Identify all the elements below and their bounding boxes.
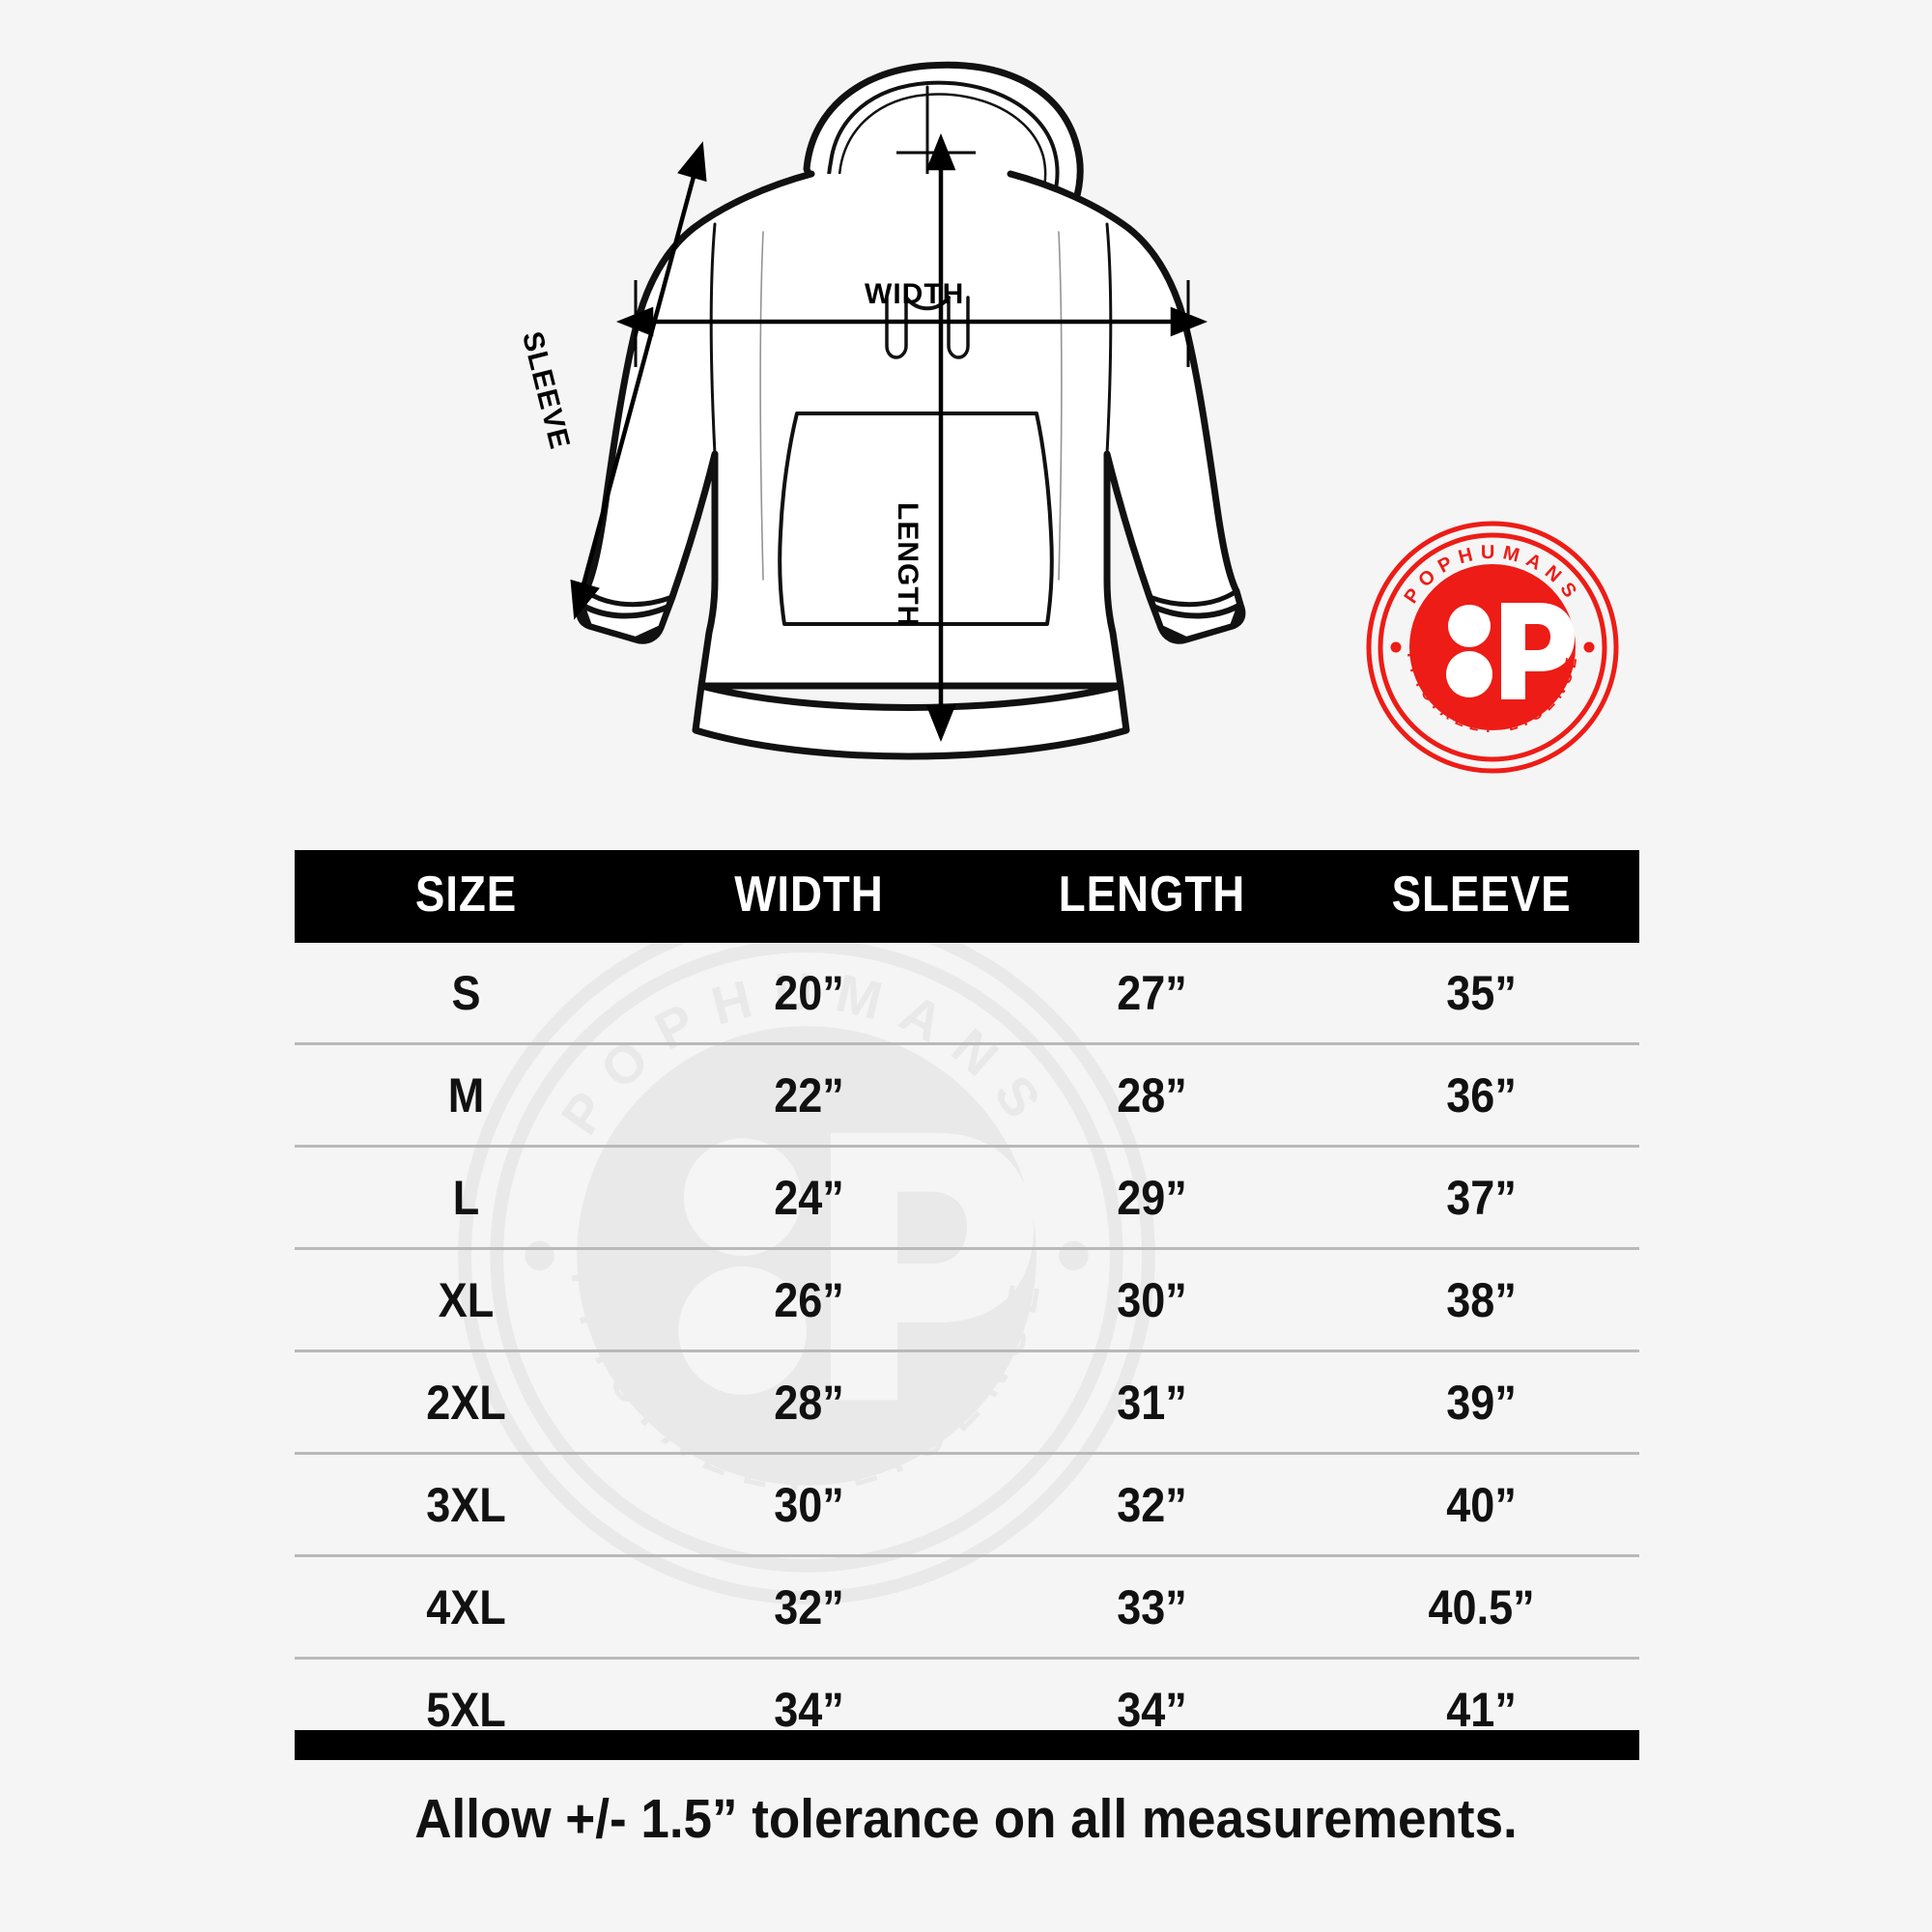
- width-measurement-label: WIDTH: [865, 278, 965, 310]
- column-header-length: LENGTH: [1058, 867, 1246, 923]
- cell-sleeve: 40.5”: [1339, 1554, 1624, 1659]
- column-header-sleeve: SLEEVE: [1391, 867, 1572, 923]
- length-measurement-label: LENGTH: [892, 502, 923, 628]
- hoodie-sketch-svg: [570, 61, 1246, 760]
- table-body: S 20” 27” 35” M 22” 28” 36” L 24” 29” 37…: [295, 943, 1639, 1759]
- table-row: 2XL 28” 31” 39”: [295, 1350, 1639, 1454]
- table-row: 3XL 30” 32” 40”: [295, 1452, 1639, 1556]
- cell-width: 32”: [654, 1554, 964, 1659]
- cell-sleeve: 39”: [1339, 1350, 1624, 1454]
- pophumans-logo-badge: POPHUMANS OFFICIALLY LICENSED: [1365, 520, 1620, 775]
- column-header-width: WIDTH: [734, 867, 884, 923]
- cell-width: 28”: [654, 1350, 964, 1454]
- cell-length: 27”: [1117, 965, 1187, 1020]
- table-row: M 22” 28” 36”: [295, 1042, 1639, 1147]
- hoodie-illustration: WIDTH LENGTH SLEEVE: [516, 39, 1314, 802]
- cell-width: 22”: [654, 1042, 964, 1147]
- cell-length: 30”: [997, 1247, 1307, 1351]
- cell-sleeve: 38”: [1339, 1247, 1624, 1351]
- table-head: SIZE WIDTH LENGTH SLEEVE: [295, 850, 1639, 943]
- cell-size: L: [311, 1145, 621, 1249]
- cell-size: S: [451, 965, 481, 1020]
- logo-svg: POPHUMANS OFFICIALLY LICENSED: [1365, 520, 1619, 774]
- size-chart-table-wrapper: SIZE WIDTH LENGTH SLEEVE S 20” 27” 35” M…: [295, 850, 1639, 1759]
- cell-width: 24”: [654, 1145, 964, 1249]
- cell-size: 4XL: [311, 1554, 621, 1659]
- table-bottom-rule: [295, 1730, 1639, 1760]
- tolerance-note: Allow +/- 1.5” tolerance on all measurem…: [414, 1788, 1518, 1850]
- cell-width: 26”: [654, 1247, 964, 1351]
- cell-sleeve: 40”: [1339, 1452, 1624, 1556]
- cell-size: 3XL: [311, 1452, 621, 1556]
- cell-size: M: [311, 1042, 621, 1147]
- table-row: XL 26” 30” 38”: [295, 1247, 1639, 1351]
- column-header-size: SIZE: [414, 867, 518, 923]
- table-row: S 20” 27” 35”: [295, 943, 1639, 1044]
- cell-width: 20”: [774, 965, 844, 1020]
- cell-length: 33”: [997, 1554, 1307, 1659]
- size-chart-table: SIZE WIDTH LENGTH SLEEVE S 20” 27” 35” M…: [295, 850, 1639, 1759]
- cell-length: 32”: [997, 1452, 1307, 1556]
- cell-sleeve: 35”: [1446, 965, 1517, 1020]
- cell-sleeve: 36”: [1339, 1042, 1624, 1147]
- cell-sleeve: 37”: [1339, 1145, 1624, 1249]
- table-row: L 24” 29” 37”: [295, 1145, 1639, 1249]
- cell-length: 28”: [997, 1042, 1307, 1147]
- cell-length: 31”: [997, 1350, 1307, 1454]
- cell-size: 2XL: [311, 1350, 621, 1454]
- cell-size: XL: [311, 1247, 621, 1351]
- cell-width: 30”: [654, 1452, 964, 1556]
- table-header-row: SIZE WIDTH LENGTH SLEEVE: [295, 850, 1639, 943]
- cell-length: 29”: [997, 1145, 1307, 1249]
- table-row: 4XL 32” 33” 40.5”: [295, 1554, 1639, 1659]
